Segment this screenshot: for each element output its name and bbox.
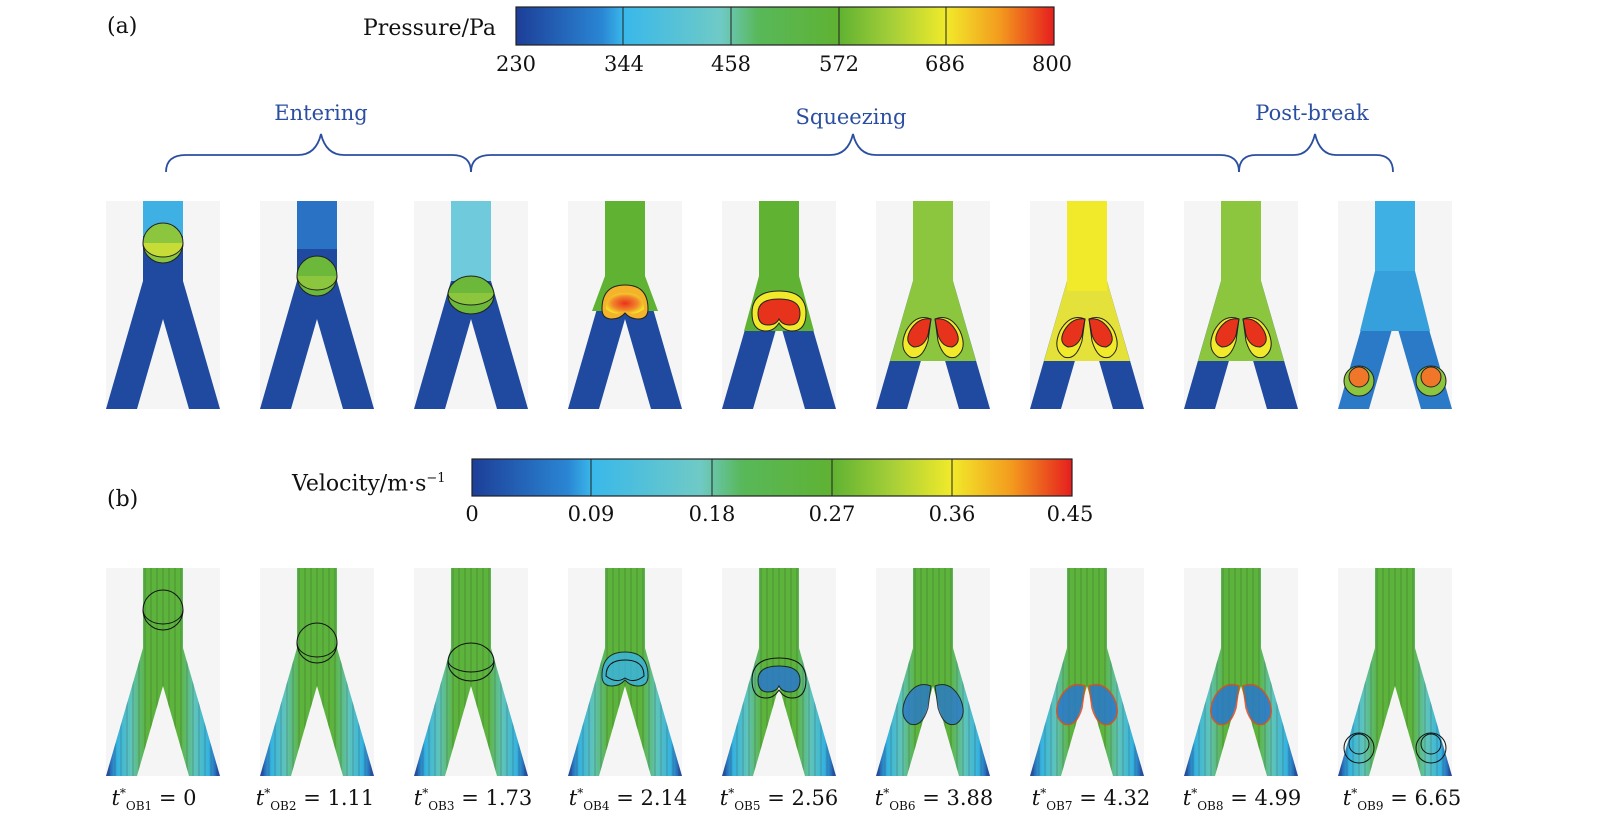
velocity-frame-3 xyxy=(414,568,528,776)
velocity-frame-2 xyxy=(260,568,374,776)
panel-b-label: (b) xyxy=(107,487,139,512)
pressure-frame-1 xyxy=(106,201,220,409)
velocity-tick-2: 0.18 xyxy=(688,502,736,526)
pressure-tick-1: 344 xyxy=(603,52,645,76)
time-label-6: t*OB6 = 3.88 xyxy=(874,786,994,814)
velocity-frame-4 xyxy=(568,568,682,776)
pressure-colorbar xyxy=(515,6,1055,46)
time-label-4: t*OB4 = 2.14 xyxy=(568,786,688,814)
velocity-colorbar xyxy=(471,458,1073,497)
velocity-tick-5: 0.45 xyxy=(1046,502,1094,526)
velocity-title-text: Velocity/m·s xyxy=(292,471,427,497)
brace-post-break xyxy=(1238,133,1394,173)
velocity-colorbar-title: Velocity/m·s−1 xyxy=(292,471,446,496)
velocity-tick-4: 0.36 xyxy=(928,502,976,526)
velocity-tick-0: 0 xyxy=(465,502,479,526)
velocity-frame-9 xyxy=(1338,568,1452,776)
velocity-tick-1: 0.09 xyxy=(567,502,615,526)
time-label-1: t*OB1 = 0 xyxy=(111,786,197,814)
time-label-5: t*OB5 = 2.56 xyxy=(719,786,839,814)
brace-entering xyxy=(165,133,472,173)
pressure-frames xyxy=(106,201,1452,409)
time-label-8: t*OB8 = 4.99 xyxy=(1182,786,1302,814)
velocity-frame-7 xyxy=(1030,568,1144,776)
time-label-9: t*OB9 = 6.65 xyxy=(1342,786,1462,814)
velocity-title-exponent: −1 xyxy=(426,471,446,486)
velocity-frame-5 xyxy=(722,568,836,776)
pressure-tick-2: 458 xyxy=(710,52,752,76)
pressure-frame-3 xyxy=(414,201,528,409)
pressure-tick-0: 230 xyxy=(495,52,537,76)
pressure-tick-5: 800 xyxy=(1031,52,1073,76)
time-label-3: t*OB3 = 1.73 xyxy=(413,786,533,814)
pressure-frame-6 xyxy=(876,201,990,409)
pressure-frame-9 xyxy=(1338,201,1452,409)
pressure-tick-4: 686 xyxy=(924,52,966,76)
pressure-frame-8 xyxy=(1184,201,1298,409)
panel-a-label: (a) xyxy=(107,14,138,39)
brace-squeezing xyxy=(470,133,1240,173)
velocity-frame-8 xyxy=(1184,568,1298,776)
phase-post-break-label: Post-break xyxy=(1255,101,1369,125)
velocity-frame-6 xyxy=(876,568,990,776)
velocity-frame-1 xyxy=(106,568,220,776)
pressure-tick-3: 572 xyxy=(818,52,860,76)
velocity-tick-3: 0.27 xyxy=(808,502,856,526)
pressure-frame-2 xyxy=(260,201,374,409)
pressure-frame-7 xyxy=(1030,201,1144,409)
phase-squeezing-label: Squeezing xyxy=(795,105,907,129)
pressure-frame-4 xyxy=(568,201,682,409)
pressure-colorbar-title: Pressure/Pa xyxy=(363,16,496,41)
time-label-7: t*OB7 = 4.32 xyxy=(1031,786,1151,814)
pressure-frame-5 xyxy=(722,201,836,409)
velocity-frames xyxy=(106,568,1452,776)
time-label-2: t*OB2 = 1.11 xyxy=(255,786,375,814)
phase-entering-label: Entering xyxy=(274,101,368,125)
phase-braces xyxy=(165,133,1394,173)
